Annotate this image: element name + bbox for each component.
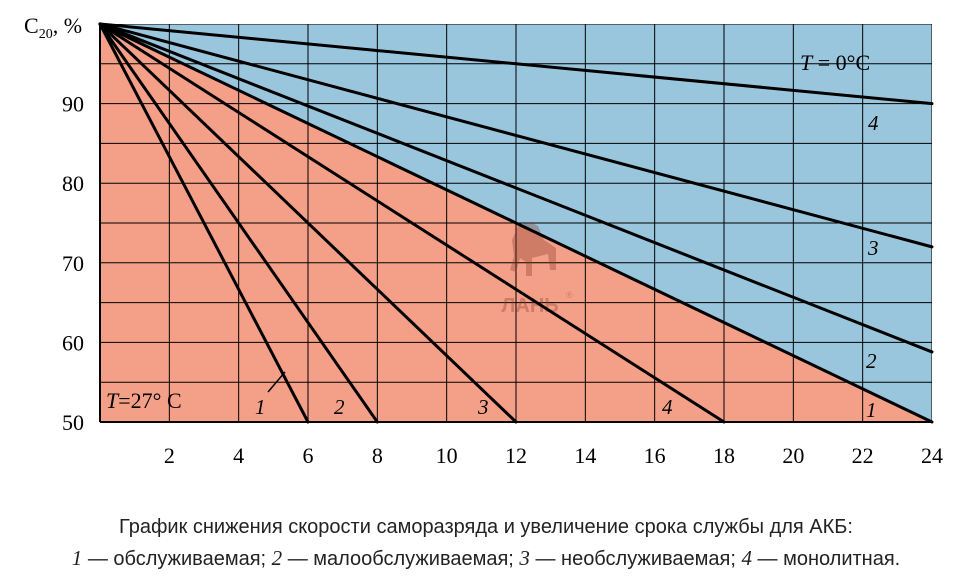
y-tick-label: 60 <box>62 330 84 355</box>
series-line-0c-1 <box>98 22 934 424</box>
series-label-0c-3: 3 <box>867 236 879 260</box>
watermark-text: ЛАНЬ <box>501 295 558 317</box>
series-line-0c-3 <box>98 22 934 249</box>
series-lines <box>98 22 934 424</box>
series-label-27c-4: 4 <box>662 395 673 419</box>
series-line-27c-1 <box>98 22 310 424</box>
x-tick-label: 6 <box>303 443 314 468</box>
figure-caption-legend: 1 — обслуживаемая; 2 — малообслуживаемая… <box>71 546 901 570</box>
y-tick-label: 90 <box>62 92 84 117</box>
series-line-0c-4 <box>98 22 934 106</box>
series-label-0c-1: 1 <box>866 398 877 422</box>
x-tick-label: 10 <box>436 443 458 468</box>
x-tick-label: 4 <box>233 443 244 468</box>
x-tick-label: 2 <box>164 443 175 468</box>
series-label-0c-2: 2 <box>866 349 877 373</box>
series-line-27c-3 <box>98 22 518 424</box>
series-label-27c-1: 1 <box>255 395 266 419</box>
watermark-logo: ЛАНЬ ® <box>501 222 573 317</box>
x-tick-label: 20 <box>782 443 804 468</box>
x-tick-label: 18 <box>713 443 735 468</box>
y-tick-label: 50 <box>62 410 84 435</box>
y-axis-label: C20, % <box>24 13 82 42</box>
y-tick-label: 80 <box>62 171 84 196</box>
region-label-0c: T = 0°C <box>800 50 870 75</box>
series-line-0c-2 <box>98 22 934 354</box>
watermark-mark: ® <box>566 290 573 300</box>
x-tick-label: 22 <box>852 443 874 468</box>
region-label-27c: T=27° C <box>106 388 182 413</box>
x-tick-label: 8 <box>372 443 383 468</box>
series-label-27c-2: 2 <box>334 395 345 419</box>
series-label-27c-1-leader <box>267 371 286 393</box>
y-tick-label: 70 <box>62 251 84 276</box>
x-tick-label: 24 <box>921 443 943 468</box>
x-tick-label: 16 <box>644 443 666 468</box>
x-tick-label: 14 <box>574 443 596 468</box>
x-tick-label: 12 <box>505 443 527 468</box>
series-line-27c-2 <box>98 22 379 424</box>
figure-caption-title: График снижения скорости саморазряда и у… <box>119 516 853 538</box>
series-line-27c-4 <box>98 22 726 424</box>
series-label-0c-4: 4 <box>868 111 879 135</box>
series-label-27c-3: 3 <box>477 395 489 419</box>
